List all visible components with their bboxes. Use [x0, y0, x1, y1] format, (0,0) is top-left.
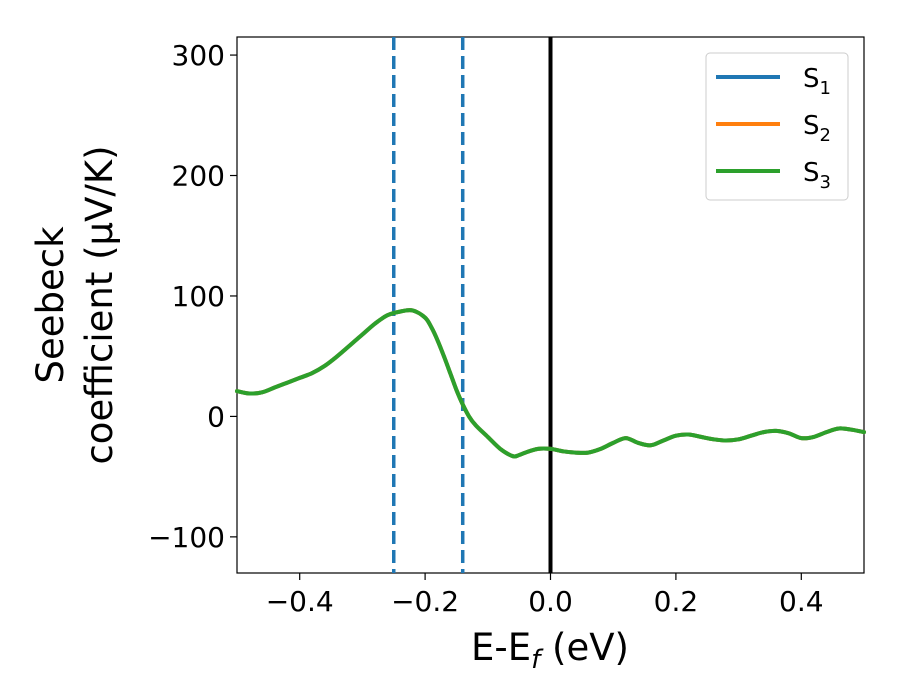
y-axis-title-line1: Seebeck	[29, 226, 72, 384]
x-tick-label: 0.2	[654, 585, 699, 618]
x-axis-title-main: E-E	[471, 626, 531, 669]
y-axis-title: Seebeck coefficient (μV/K)	[29, 145, 121, 464]
x-tick-label: −0.4	[266, 585, 334, 618]
y-tick-label: −100	[148, 521, 225, 554]
x-axis-ticks: −0.4 −0.2 0.0 0.2 0.4	[266, 573, 824, 618]
x-tick-label: 0.4	[779, 585, 824, 618]
y-tick-label: 200	[172, 160, 225, 193]
y-tick-label: 0	[207, 400, 225, 433]
x-tick-label: 0.0	[528, 585, 573, 618]
series-line-s3	[235, 308, 866, 459]
y-tick-label: 100	[172, 280, 225, 313]
y-tick-label: 300	[172, 39, 225, 72]
legend: S1 S2 S3	[705, 52, 849, 201]
legend-label-s3: S3	[803, 158, 831, 193]
series-lines	[235, 308, 866, 459]
legend-box	[705, 52, 849, 201]
x-axis-title-unit: (eV)	[540, 626, 629, 669]
vertical-lines	[392, 37, 553, 573]
y-axis-ticks: −100 0 100 200 300	[148, 39, 237, 554]
legend-label-s2: S2	[803, 111, 831, 146]
x-tick-label: −0.2	[391, 585, 459, 618]
y-axis-title-line2: coefficient (μV/K)	[78, 145, 121, 464]
x-axis-title: E-Ef (eV)	[471, 626, 629, 675]
legend-label-s1: S1	[803, 64, 831, 99]
